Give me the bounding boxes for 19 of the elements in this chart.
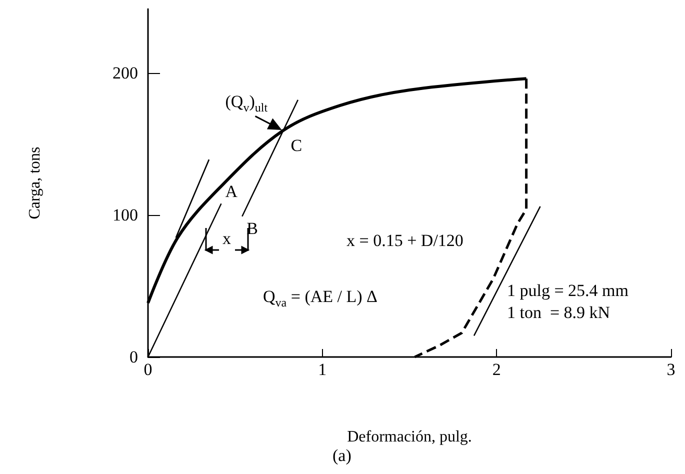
annotation: Q$_{va}$ = (AE / L) Δ: [263, 287, 378, 310]
x-tick-label: 1: [318, 360, 327, 379]
x-tick-label: 0: [144, 360, 152, 379]
y-axis-title: Carga, tons: [26, 146, 44, 220]
x-tick-label: 2: [492, 360, 501, 379]
x-tick-label: 3: [666, 360, 676, 379]
annotation: x: [222, 228, 231, 248]
y-tick-label: 200: [112, 63, 138, 82]
annotation: A: [225, 182, 238, 202]
annotation: 1 pulg = 25.4 mm: [507, 280, 629, 300]
annotation: B: [246, 218, 258, 238]
x-axis-title: Deformación, pulg.: [347, 428, 472, 446]
annotation: C: [290, 136, 302, 155]
y-tick-label: 0: [130, 348, 138, 366]
annotation: (Q$_{v}$)$_{ult}$: [225, 92, 268, 115]
annotation: 1 ton = 8.9 kN: [507, 302, 610, 322]
y-tick-label: 100: [112, 205, 138, 224]
annotation: x = 0.15 + D/120: [346, 230, 464, 250]
text: (a): [332, 446, 352, 464]
